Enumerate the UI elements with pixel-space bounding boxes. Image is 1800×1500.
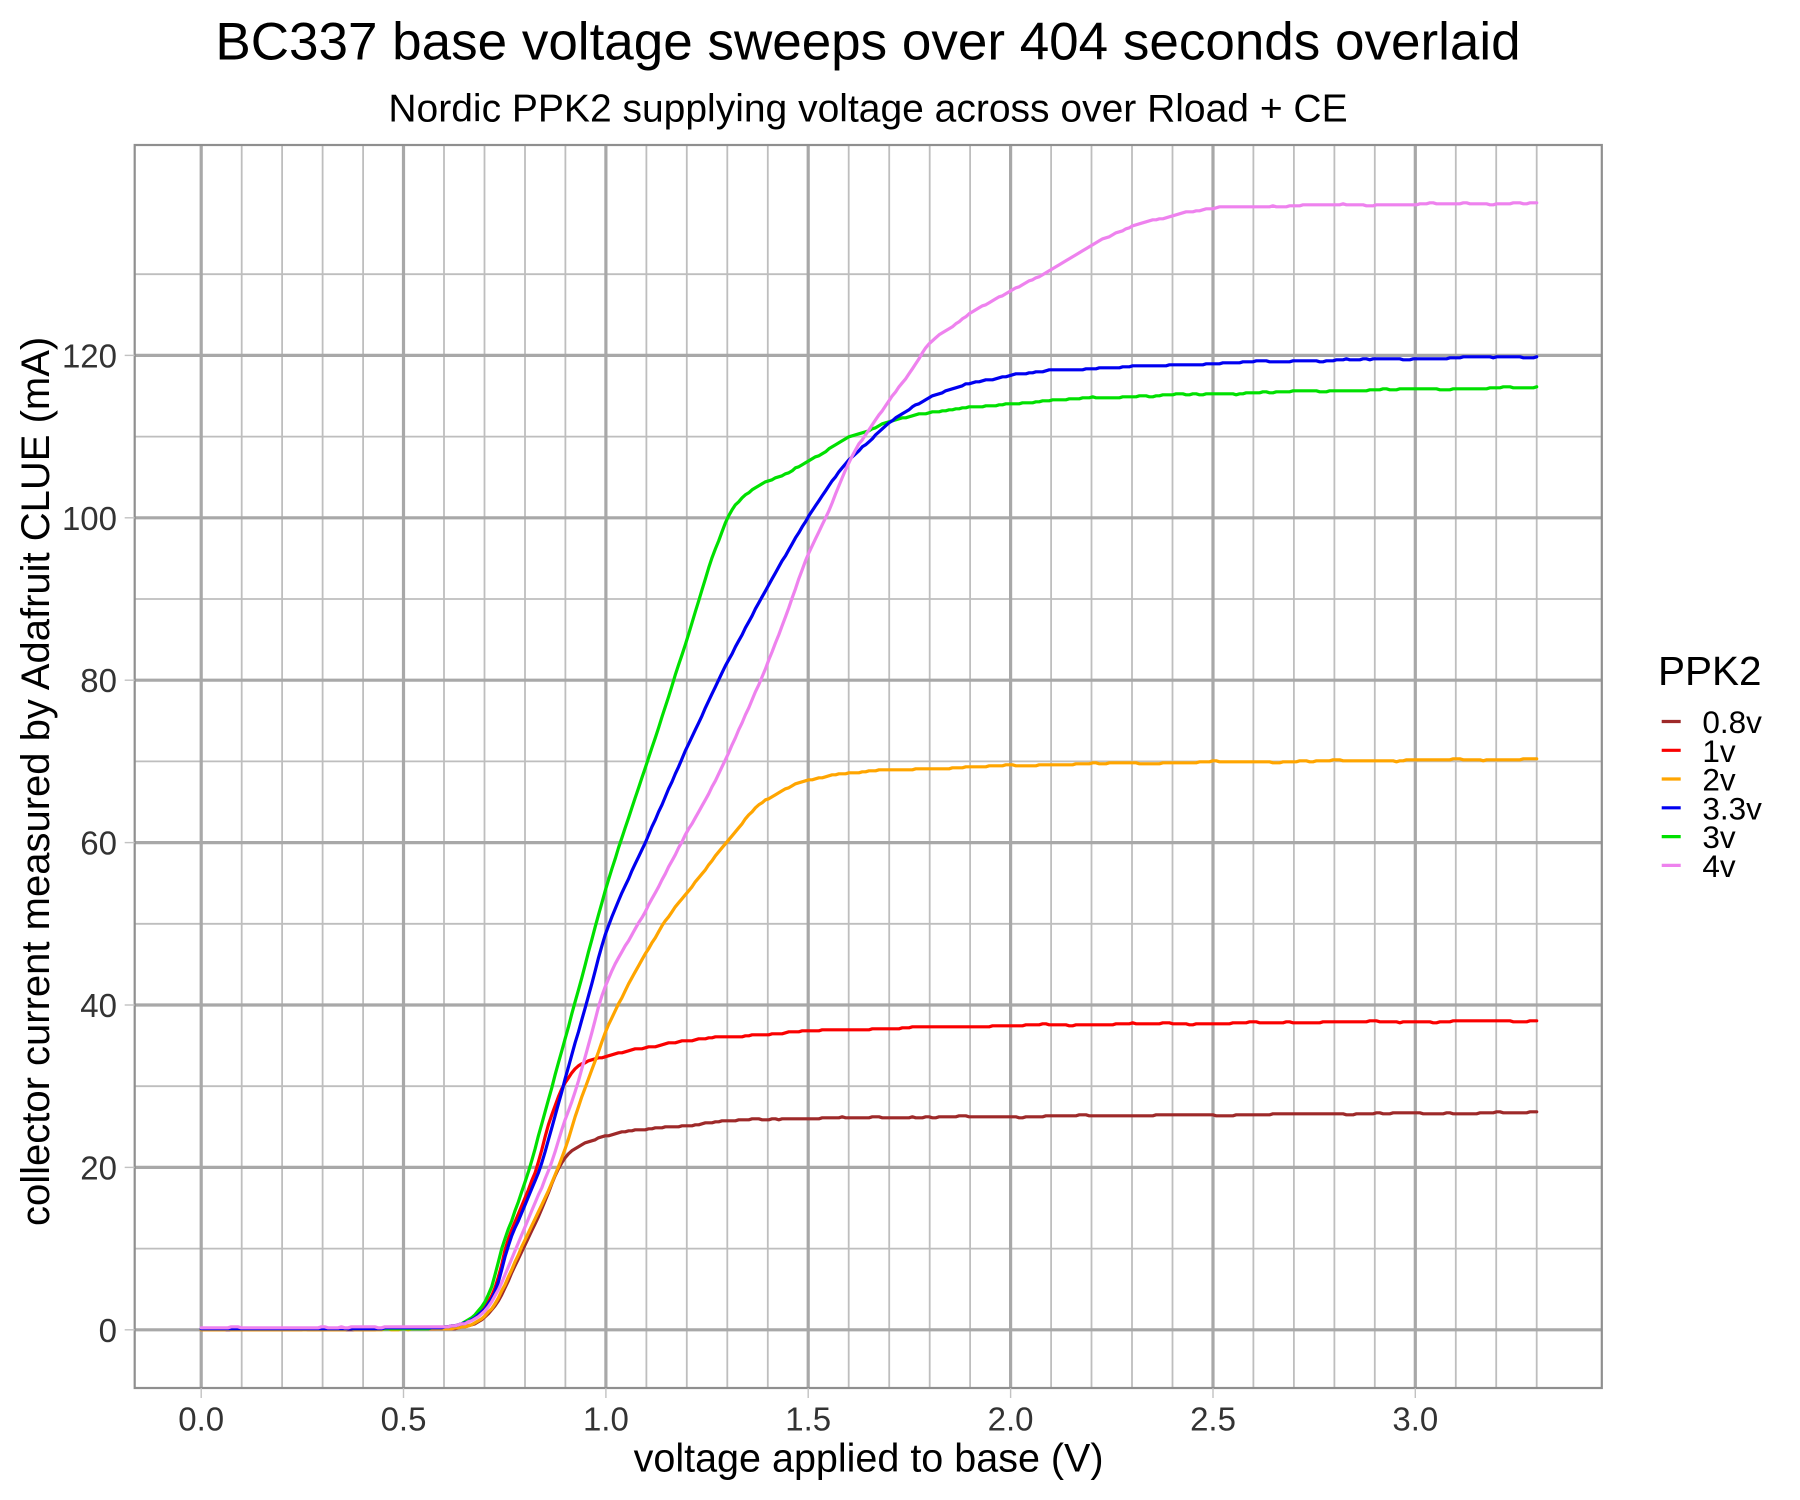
svg-text:4v: 4v [1702, 848, 1736, 884]
svg-text:0.5: 0.5 [381, 1401, 427, 1438]
svg-text:voltage applied to base (V): voltage applied to base (V) [634, 1437, 1104, 1481]
svg-text:1.5: 1.5 [785, 1401, 831, 1438]
svg-text:20: 20 [80, 1149, 117, 1186]
svg-text:60: 60 [80, 825, 117, 862]
svg-text:2.0: 2.0 [988, 1401, 1034, 1438]
svg-text:2.5: 2.5 [1190, 1401, 1236, 1438]
svg-text:1.0: 1.0 [583, 1401, 629, 1438]
svg-text:Nordic PPK2 supplying voltage: Nordic PPK2 supplying voltage across ove… [388, 88, 1347, 131]
svg-text:0.8v: 0.8v [1702, 704, 1762, 740]
svg-text:120: 120 [62, 337, 117, 374]
svg-text:3.0: 3.0 [1392, 1401, 1438, 1438]
svg-text:1v: 1v [1702, 733, 1736, 769]
svg-text:2v: 2v [1702, 762, 1736, 798]
svg-text:80: 80 [80, 662, 117, 699]
svg-text:100: 100 [62, 500, 117, 537]
svg-text:BC337 base voltage sweeps over: BC337 base voltage sweeps over 404 secon… [215, 13, 1520, 72]
svg-text:collector current measured by: collector current measured by Adafruit C… [14, 337, 58, 1226]
svg-text:0.0: 0.0 [178, 1401, 224, 1438]
svg-text:0: 0 [99, 1312, 117, 1349]
svg-text:3v: 3v [1702, 819, 1736, 855]
svg-text:PPK2: PPK2 [1658, 648, 1762, 694]
svg-text:3.3v: 3.3v [1702, 790, 1762, 826]
svg-text:40: 40 [80, 987, 117, 1024]
